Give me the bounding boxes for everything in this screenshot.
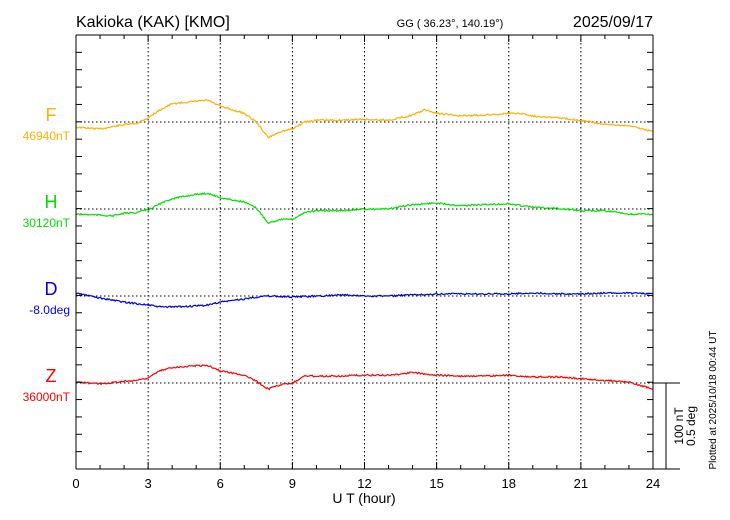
x-tick-label: 9 — [289, 476, 296, 491]
series-baseline-d: -8.0deg — [29, 303, 70, 317]
x-tick-label: 3 — [145, 476, 152, 491]
x-tick-label: 6 — [217, 476, 224, 491]
series-baseline-z: 36000nT — [23, 390, 71, 404]
axes: 0 3 6 9 12 15 18 21 24 — [72, 34, 680, 491]
series-name-z: Z — [46, 366, 57, 386]
plotted-timestamp: Plotted at 2025/10/18 00:44 UT — [708, 331, 719, 470]
trace-d — [75, 291, 654, 309]
series-labels: F 46940nT H 30120nT D -8.0deg Z 36000nT — [23, 105, 71, 404]
traces — [75, 99, 654, 391]
x-tick-label: 0 — [72, 476, 79, 491]
x-tick-label: 24 — [646, 476, 660, 491]
x-tick-label: 21 — [574, 476, 588, 491]
scale-deg-label: 0.5 deg — [684, 406, 698, 446]
scale-bar: 100 nT 0.5 deg — [653, 382, 698, 469]
trace-h — [75, 192, 654, 224]
series-name-h: H — [45, 192, 58, 212]
trace-f — [75, 99, 654, 139]
series-baseline-f: 46940nT — [23, 129, 71, 143]
x-tick-label: 12 — [357, 476, 371, 491]
series-name-f: F — [46, 105, 57, 125]
series-name-d: D — [45, 279, 58, 299]
x-tick-label: 18 — [502, 476, 516, 491]
trace-z — [75, 364, 653, 391]
coordinates: GG ( 36.23°, 140.19°) — [397, 18, 504, 30]
series-baseline-h: 30120nT — [23, 216, 71, 230]
grid — [76, 35, 653, 469]
x-axis-label: U T (hour) — [332, 490, 395, 506]
date: 2025/09/17 — [573, 14, 653, 31]
station-title: Kakioka (KAK) [KMO] — [76, 14, 230, 31]
scale-nt-label: 100 nT — [672, 407, 686, 445]
x-tick-label: 15 — [429, 476, 443, 491]
